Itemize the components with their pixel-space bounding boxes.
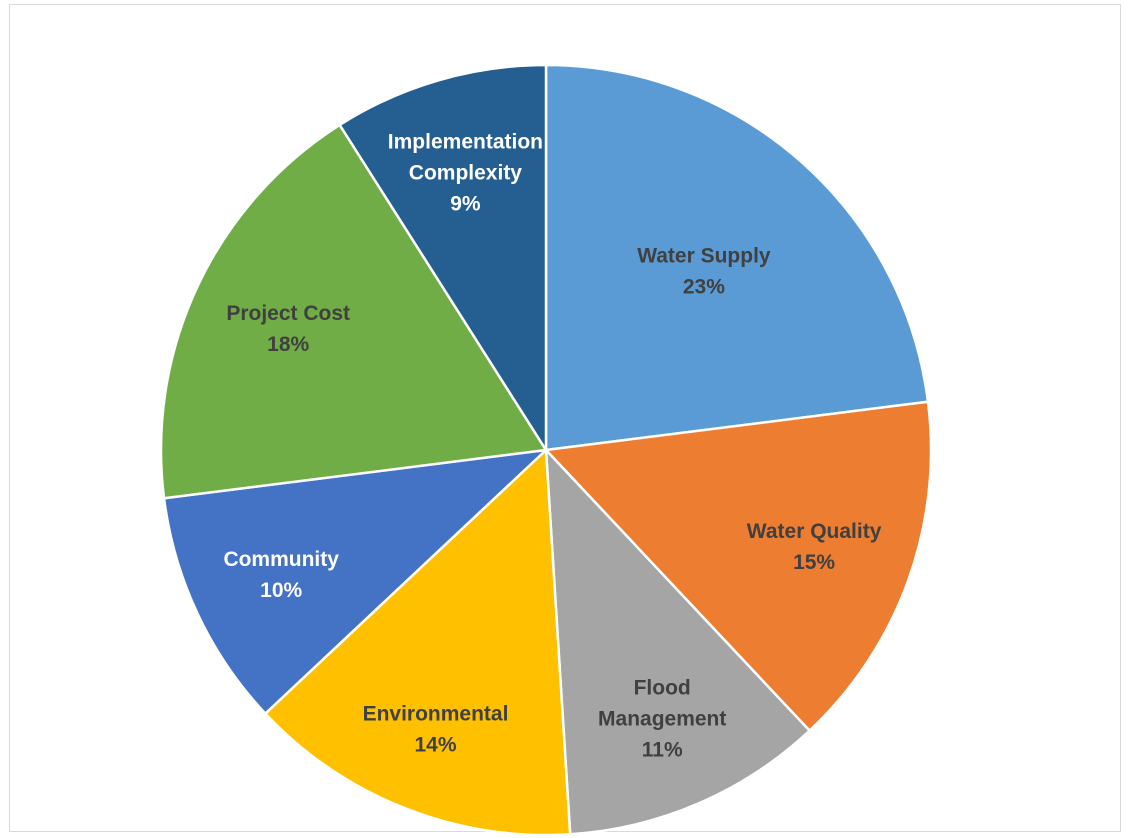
data-label-implementation-complexity: Implementation Complexity 9%: [388, 131, 543, 216]
slice-flood-management: [544, 448, 811, 836]
data-label-project-cost: Project Cost 18%: [226, 302, 350, 356]
slice-implementation-complexity: [338, 63, 548, 452]
pie-labels: Water Supply 23% Water Quality 15% Flood Mana…: [223, 131, 881, 762]
pie-slices: [159, 63, 933, 837]
data-label-water-supply: Water Supply 23%: [637, 244, 771, 298]
data-label-water-quality: Water Quality 15%: [747, 520, 882, 574]
slice-community: [162, 448, 548, 715]
data-label-community: Community 10%: [223, 548, 339, 602]
data-label-environmental: Environmental 14%: [363, 703, 509, 757]
slice-water-quality: [544, 400, 933, 732]
slice-project-cost: [159, 123, 548, 500]
data-label-flood-management: Flood Management 11%: [598, 677, 726, 762]
slice-environmental: [264, 448, 572, 837]
slice-water-supply: [544, 63, 930, 452]
